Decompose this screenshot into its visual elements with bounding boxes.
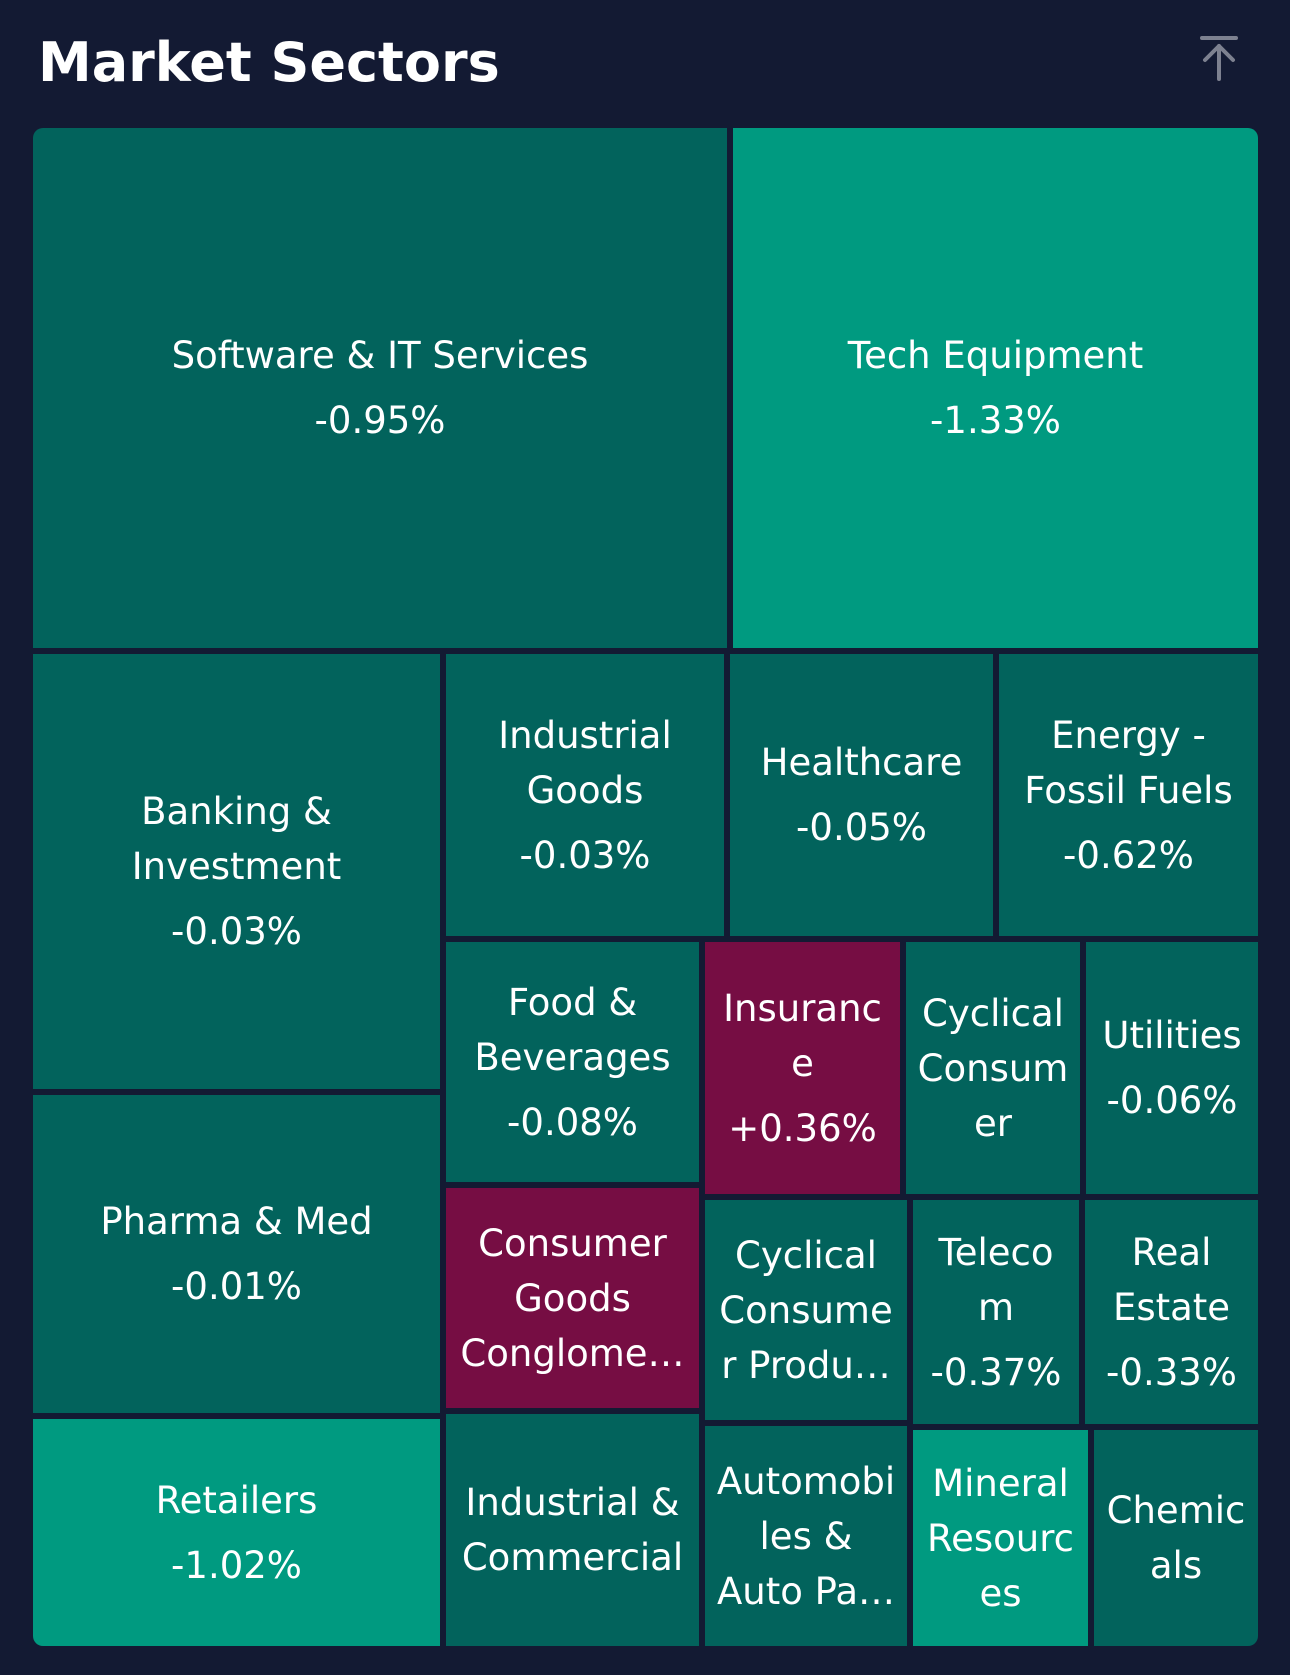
sector-tile-industrial-goods[interactable]: Industrial Goods -0.03% bbox=[446, 654, 724, 936]
sector-tile-insurance[interactable]: Insurance +0.36% bbox=[705, 942, 900, 1194]
sector-name: Software & IT Services bbox=[171, 334, 589, 377]
sector-name: Chemic als bbox=[1106, 1489, 1246, 1587]
sector-change: -0.03% bbox=[519, 833, 651, 877]
sector-tile-energy-fossil-fuels[interactable]: Energy - Fossil Fuels -0.62% bbox=[999, 654, 1258, 936]
sector-change: -0.06% bbox=[1106, 1079, 1238, 1122]
sector-change: -0.03% bbox=[171, 910, 302, 953]
sector-tile-mineral-resourc-es[interactable]: Mineral Resourc es bbox=[913, 1430, 1088, 1646]
sector-name: Food & Beverages bbox=[474, 980, 671, 1079]
sector-tile-industrial-commercial[interactable]: Industrial & Commercial bbox=[446, 1414, 699, 1646]
sector-tile-cyclical-consume-r-produ[interactable]: Cyclical Consume r Produ… bbox=[705, 1200, 907, 1420]
sector-change: -0.95% bbox=[314, 399, 446, 442]
sector-tile-tech-equipment[interactable]: Tech Equipment -1.33% bbox=[733, 128, 1258, 648]
sector-name: Utilities bbox=[1102, 1014, 1242, 1057]
sector-tile-consumer-goods-conglome[interactable]: Consumer Goods Conglome… bbox=[446, 1188, 699, 1408]
sector-tile-software-it-services[interactable]: Software & IT Services -0.95% bbox=[33, 128, 727, 648]
sector-tile-retailers[interactable]: Retailers -1.02% bbox=[33, 1419, 440, 1646]
sector-tile-telecom[interactable]: Telecom -0.37% bbox=[913, 1200, 1079, 1424]
sector-change: -0.05% bbox=[796, 806, 927, 849]
sector-tile-healthcare[interactable]: Healthcare -0.05% bbox=[730, 654, 993, 936]
sector-name: Telecom bbox=[938, 1230, 1054, 1329]
sector-change: -0.08% bbox=[507, 1100, 638, 1144]
sector-tile-pharma-med[interactable]: Pharma & Med -0.01% bbox=[33, 1095, 440, 1413]
sector-name: Cyclical Consumer bbox=[917, 991, 1069, 1145]
sector-tile-real-estate[interactable]: Real Estate -0.33% bbox=[1085, 1200, 1258, 1424]
sector-treemap: Software & IT Services -0.95% Tech Equipme… bbox=[33, 128, 1258, 1646]
sector-change: +0.36% bbox=[728, 1106, 877, 1150]
sector-change: -1.33% bbox=[930, 399, 1061, 442]
sector-change: -0.62% bbox=[1063, 833, 1194, 877]
sector-name: Healthcare bbox=[760, 741, 963, 784]
sector-tile-banking-investment[interactable]: Banking & Investment -0.03% bbox=[33, 654, 440, 1089]
sector-name: Mineral Resourc es bbox=[927, 1461, 1074, 1615]
sector-name: Consumer Goods Conglome… bbox=[460, 1221, 685, 1375]
sector-tile-utilities[interactable]: Utilities -0.06% bbox=[1086, 942, 1258, 1194]
sector-name: Energy - Fossil Fuels bbox=[1024, 713, 1233, 812]
sector-name: Industrial Goods bbox=[498, 713, 672, 812]
sector-name: Pharma & Med bbox=[100, 1200, 373, 1243]
sector-change: -1.02% bbox=[171, 1543, 302, 1587]
sector-name: Industrial & Commercial bbox=[461, 1481, 684, 1579]
page-title: Market Sectors bbox=[38, 31, 500, 94]
sector-name: Cyclical Consume r Produ… bbox=[719, 1233, 893, 1387]
sector-tile-cyclical-consumer[interactable]: Cyclical Consumer bbox=[906, 942, 1080, 1194]
sector-tile-chemic-als[interactable]: Chemic als bbox=[1094, 1430, 1258, 1646]
sector-name: Tech Equipment bbox=[847, 334, 1144, 377]
sector-name: Real Estate bbox=[1112, 1230, 1231, 1329]
scroll-to-top-button[interactable] bbox=[1193, 30, 1245, 86]
sector-tile-food-beverages[interactable]: Food & Beverages -0.08% bbox=[446, 942, 699, 1182]
sector-name: Insurance bbox=[723, 986, 882, 1085]
arrow-to-top-icon bbox=[1200, 36, 1238, 81]
sector-change: -0.37% bbox=[930, 1350, 1062, 1394]
sector-name: Retailers bbox=[155, 1478, 318, 1522]
sector-name: Automobi les & Auto Pa… bbox=[716, 1459, 896, 1613]
sector-change: -0.33% bbox=[1106, 1350, 1237, 1394]
sector-tile-automobi-les-auto-pa[interactable]: Automobi les & Auto Pa… bbox=[705, 1426, 907, 1646]
sector-change: -0.01% bbox=[171, 1265, 302, 1308]
sector-name: Banking & Investment bbox=[131, 790, 342, 888]
